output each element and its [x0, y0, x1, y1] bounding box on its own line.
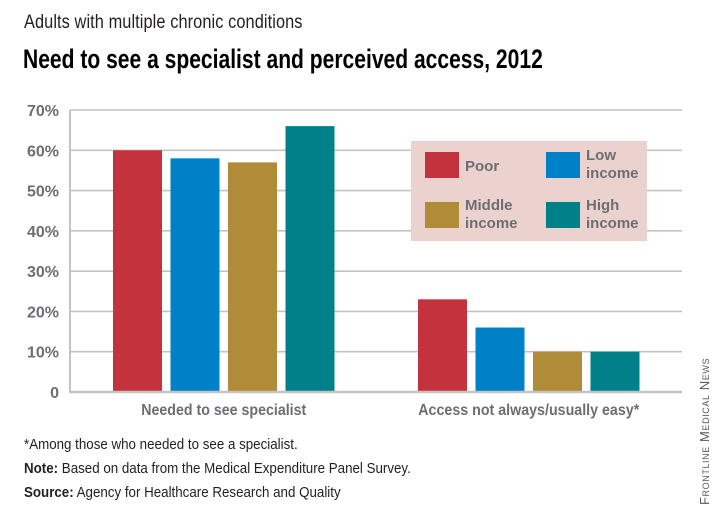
bar — [170, 158, 220, 392]
publisher-credit: Frontline Medical News — [697, 357, 712, 505]
legend-swatch — [546, 152, 580, 178]
y-tick-label: 70% — [27, 103, 59, 120]
y-tick-label: 40% — [27, 224, 59, 241]
asterisk-footnote: *Among those who needed to see a special… — [24, 437, 298, 453]
bar — [418, 299, 467, 392]
legend-label: income — [586, 215, 639, 232]
chart-subtitle: Adults with multiple chronic conditions — [24, 12, 303, 33]
x-category-label: Access not always/usually easy* — [418, 402, 640, 419]
y-tick-label: 10% — [27, 345, 59, 362]
source-line: Source: Agency for Healthcare Research a… — [24, 485, 341, 501]
bar — [285, 126, 335, 392]
y-tick-label: 50% — [27, 184, 59, 201]
note-label: Note: — [24, 461, 59, 477]
legend-label: Poor — [465, 158, 499, 175]
bar — [228, 162, 277, 392]
legend-swatch — [425, 152, 459, 178]
note-line: Note: Based on data from the Medical Exp… — [24, 461, 411, 477]
legend-label: Middle — [465, 197, 513, 214]
x-category-label: Needed to see specialist — [141, 402, 307, 419]
bar — [475, 327, 525, 392]
note-text: Based on data from the Medical Expenditu… — [58, 461, 411, 477]
legend-label: Low — [586, 147, 616, 164]
bar — [113, 150, 162, 392]
y-tick-label: 60% — [27, 143, 59, 160]
legend-label: income — [465, 215, 518, 232]
y-tick-label: 30% — [27, 264, 59, 281]
y-tick-label: 0 — [50, 385, 59, 402]
chart-title: Need to see a specialist and perceived a… — [23, 44, 543, 74]
bars — [113, 126, 640, 392]
legend-label: High — [586, 197, 619, 214]
y-tick-label: 20% — [27, 304, 59, 321]
bar — [590, 351, 640, 392]
axes: 0 10% 20% 30% 40% 50% 60% 70% Needed to see spec… — [27, 103, 682, 419]
legend-swatch — [425, 202, 459, 228]
source-label: Source: — [24, 485, 74, 501]
source-text: Agency for Healthcare Research and Quali… — [73, 485, 341, 501]
legend-label: income — [586, 165, 639, 182]
bar — [533, 351, 582, 392]
legend-swatch — [546, 202, 580, 228]
